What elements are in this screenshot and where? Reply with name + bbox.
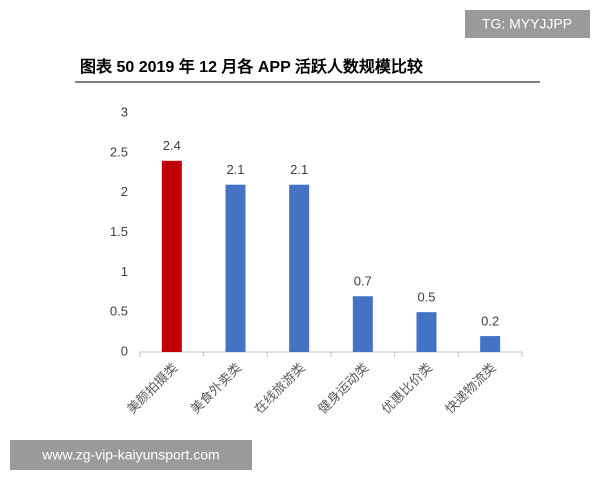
y-tick-label: 2.5 bbox=[110, 144, 128, 159]
value-label: 0.2 bbox=[481, 314, 499, 329]
value-label: 2.1 bbox=[226, 162, 244, 177]
y-tick-label: 1 bbox=[121, 264, 128, 279]
watermark: www.zg-vip-kaiyunsport.com bbox=[41, 447, 219, 463]
value-label: 0.7 bbox=[354, 274, 372, 289]
watermark-box bbox=[10, 440, 252, 470]
bar bbox=[352, 296, 373, 352]
y-tick-label: 3 bbox=[121, 104, 128, 119]
y-tick-label: 0.5 bbox=[110, 304, 128, 319]
bar bbox=[416, 312, 437, 352]
chart-title: 图表 50 2019 年 12 月各 APP 活跃人数规模比较 bbox=[80, 57, 423, 76]
value-label: 2.1 bbox=[290, 162, 308, 177]
watermark-box bbox=[465, 10, 590, 38]
bar bbox=[289, 184, 310, 352]
bar bbox=[161, 160, 182, 352]
y-tick-label: 0 bbox=[121, 343, 128, 358]
bar bbox=[480, 336, 501, 352]
y-tick-label: 1.5 bbox=[110, 224, 128, 239]
value-label: 2.4 bbox=[163, 138, 181, 153]
bar bbox=[225, 184, 246, 352]
watermark: TG: MYYJJPP bbox=[482, 16, 572, 32]
value-label: 0.5 bbox=[417, 290, 435, 305]
y-tick-label: 2 bbox=[121, 184, 128, 199]
